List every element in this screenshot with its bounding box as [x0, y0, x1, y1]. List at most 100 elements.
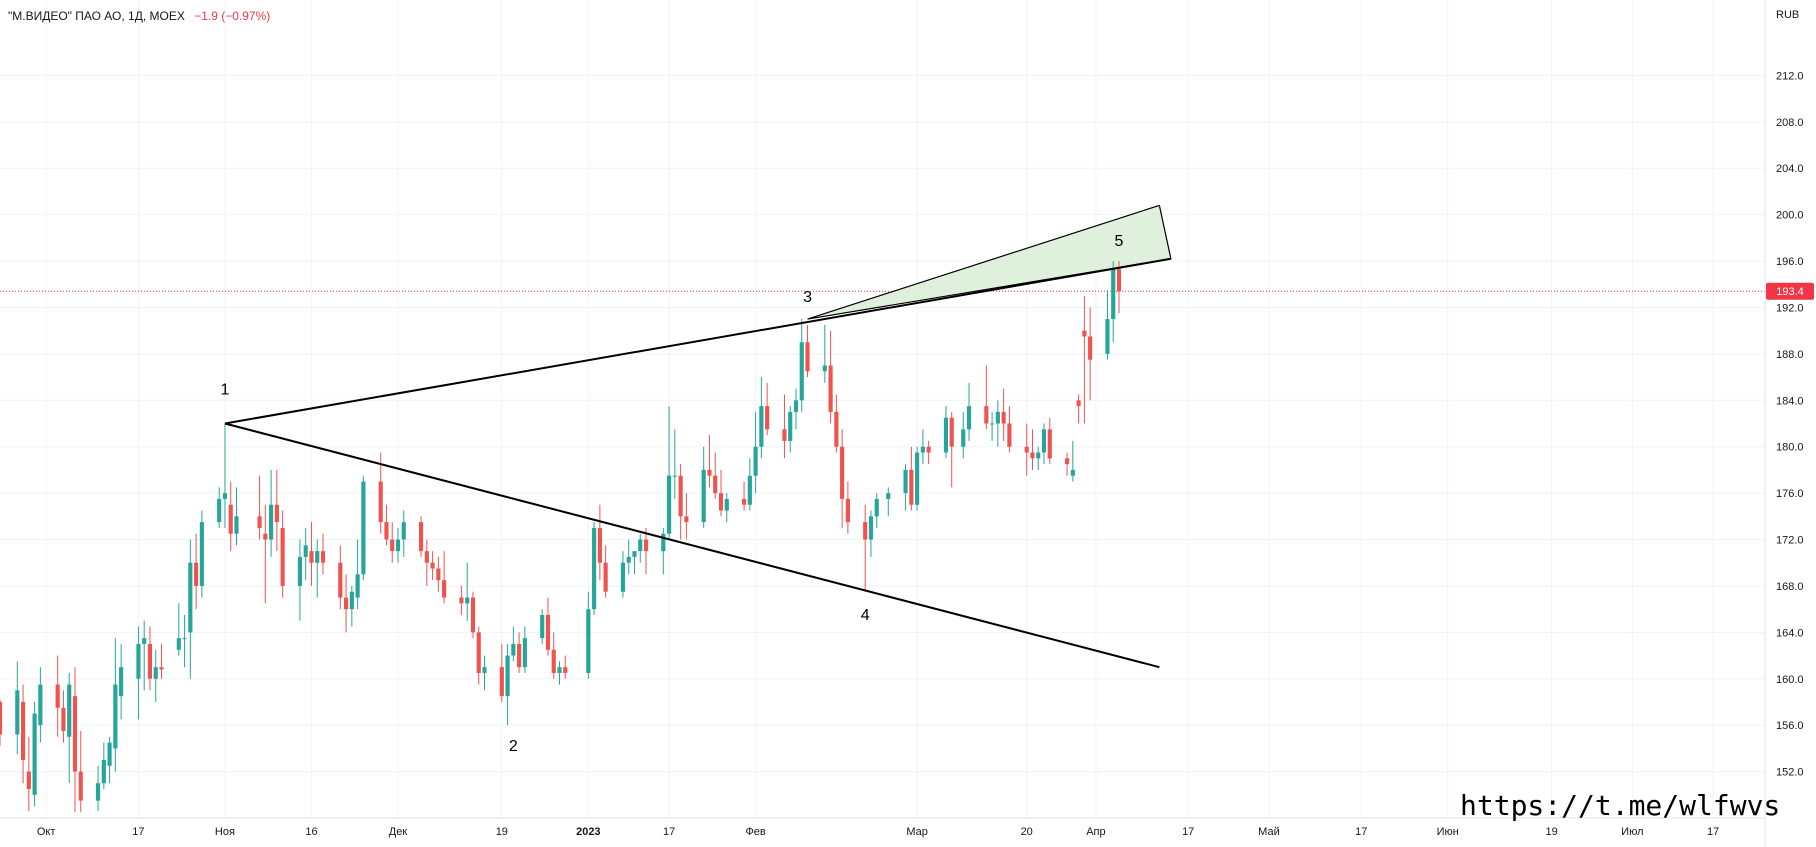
candle-body [1041, 429, 1047, 453]
candle [280, 510, 285, 598]
candle [401, 510, 406, 557]
symbol-legend[interactable]: "М.ВИДЕО" ПАО АО, 1Д, MOEX −1.9 (−0.97%) [8, 9, 270, 23]
candle-body [834, 411, 839, 447]
candle-body [920, 446, 925, 453]
candle [1001, 388, 1006, 441]
candle [459, 585, 464, 615]
candle [465, 562, 470, 621]
candle [1047, 417, 1052, 465]
candle [586, 591, 591, 679]
candle [436, 556, 441, 592]
symbol-title: "М.ВИДЕО" ПАО АО, 1Д, MOEX [8, 9, 185, 23]
candle-body [713, 475, 718, 494]
candle [522, 626, 527, 673]
candle-body [1088, 336, 1093, 360]
y-tick-label: 184.0 [1776, 395, 1804, 407]
y-tick-label: 164.0 [1776, 627, 1804, 639]
time-axis[interactable]: Окт 17 Ноя 16 Дек 19 2023 17 Фев Мар 20 Апр 17 Май 17 И… [37, 826, 1719, 838]
lower-trendline[interactable] [224, 422, 1160, 669]
x-tick-label: 17 [1355, 826, 1367, 838]
candle [1116, 261, 1122, 314]
candle [1105, 290, 1110, 360]
y-tick-label: 152.0 [1776, 767, 1804, 779]
y-tick-label: 172.0 [1776, 535, 1804, 547]
candle [915, 446, 920, 511]
x-tick-label: 19 [1545, 826, 1557, 838]
upper-trendline[interactable] [224, 257, 1172, 425]
candle [78, 730, 83, 813]
candle-body [505, 655, 510, 697]
candle [661, 527, 666, 575]
price-axis[interactable]: 152.0 156.0 160.0 164.0 168.0 172.0 176.0 180.0… [1776, 70, 1804, 778]
y-tick-label: 156.0 [1776, 720, 1804, 732]
candle [269, 469, 274, 557]
candle [1070, 440, 1075, 482]
candle-body [442, 580, 447, 598]
candle-body [315, 551, 320, 563]
candle-body [234, 516, 239, 534]
last-price-badge: 193.4 [1766, 282, 1814, 300]
candle [597, 504, 602, 581]
candle-body [217, 498, 222, 523]
candle [476, 626, 481, 685]
candle-body [1116, 269, 1122, 292]
candle-body [55, 684, 60, 708]
wave-label-5[interactable]: 5 [1115, 233, 1124, 250]
last-price-badge-bg [1766, 282, 1814, 300]
candle-body [718, 493, 724, 511]
candle [418, 516, 424, 557]
candle-body [355, 574, 360, 598]
x-tick-label: 19 [496, 826, 508, 838]
candle [753, 411, 758, 494]
candles [0, 261, 1122, 813]
candle-body [67, 684, 72, 737]
candle [707, 435, 712, 488]
candle-body [0, 701, 3, 735]
y-tick-label: 180.0 [1776, 442, 1804, 454]
y-tick-label: 188.0 [1776, 349, 1804, 361]
candle [603, 545, 608, 598]
candle-body [603, 562, 608, 592]
candle [188, 539, 193, 679]
y-tick-label: 160.0 [1776, 674, 1804, 686]
candle-body [15, 690, 20, 735]
x-tick-label: Мар [906, 826, 928, 838]
candle-body [701, 469, 706, 523]
x-tick-label: Июл [1621, 826, 1643, 838]
candle [592, 522, 597, 615]
candle-body [113, 684, 118, 749]
candle [943, 406, 949, 459]
candle [834, 394, 839, 453]
candle [961, 411, 966, 459]
wave-label-3[interactable]: 3 [803, 289, 812, 306]
target-triangle[interactable] [807, 204, 1172, 320]
y-tick-label: 212.0 [1776, 70, 1804, 82]
candle [828, 330, 833, 424]
candle-body [1047, 429, 1052, 459]
candle-body [465, 597, 470, 604]
candle-body [845, 498, 850, 523]
candle-body [805, 342, 810, 372]
x-tick-label: 16 [305, 826, 317, 838]
candle-body [707, 469, 712, 476]
candle [672, 429, 677, 499]
candle-body [470, 597, 476, 633]
wave-label-2[interactable]: 2 [509, 738, 518, 755]
candle [107, 736, 112, 784]
candle-body [482, 667, 487, 673]
candle-body [741, 498, 747, 505]
candle-body [1036, 452, 1041, 459]
candle-body [338, 562, 343, 598]
wave-label-4[interactable]: 4 [861, 607, 870, 624]
candle [338, 545, 343, 610]
wave-label-1[interactable]: 1 [220, 382, 229, 399]
candle [788, 406, 793, 453]
candle-body [1105, 319, 1110, 354]
candle-body [72, 696, 78, 772]
candle [257, 475, 262, 540]
candle-body [678, 475, 683, 517]
candle [724, 493, 729, 523]
candle [540, 609, 545, 644]
